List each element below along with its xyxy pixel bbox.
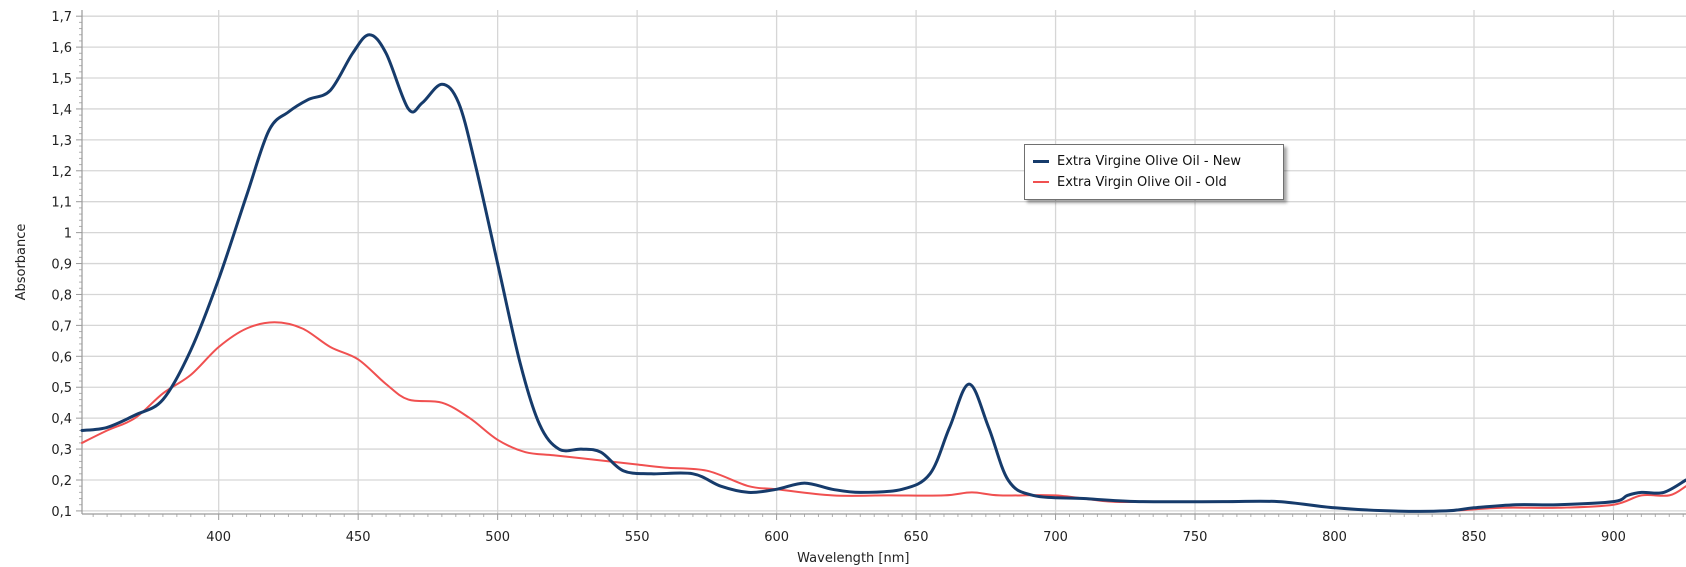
y-tick-label: 1,6 — [51, 41, 72, 56]
series-line-new — [80, 33, 1686, 513]
y-tick-label: 0,4 — [51, 412, 72, 427]
y-tick-label: 1,5 — [51, 72, 72, 87]
x-tick-label: 550 — [625, 530, 650, 545]
y-tick-label: 0,7 — [51, 319, 72, 334]
y-tick-label: 1 — [64, 227, 72, 242]
x-tick-label: 850 — [1462, 530, 1487, 545]
x-tick-label: 800 — [1322, 530, 1347, 545]
x-tick-labels: 400 450 500 550 600 650 700 750 800 850 900 — [206, 530, 1626, 545]
y-axis-title: Absorbance — [14, 224, 29, 301]
y-tick-label: 0,6 — [51, 350, 72, 365]
x-tick-label: 650 — [904, 530, 929, 545]
legend-item-new: Extra Virgine Olive Oil - New — [1033, 151, 1241, 171]
series-lines — [80, 33, 1686, 513]
y-tick-label: 1,7 — [51, 10, 72, 25]
y-tick-label: 0,9 — [51, 258, 72, 273]
x-tick-label: 600 — [764, 530, 789, 545]
y-tick-label: 1,1 — [51, 196, 72, 211]
series-line-old — [81, 321, 1686, 513]
y-tick-label: 0,8 — [51, 288, 72, 303]
y-tick-label: 1,3 — [51, 134, 72, 149]
grid-lines — [82, 10, 1686, 514]
legend-label-old: Extra Virgin Olive Oil - Old — [1057, 174, 1227, 190]
x-tick-label: 900 — [1601, 530, 1626, 545]
legend-label-new: Extra Virgine Olive Oil - New — [1057, 153, 1242, 169]
x-tick-label: 400 — [206, 530, 231, 545]
y-tick-label: 0,1 — [51, 505, 72, 520]
y-tick-label: 0,5 — [51, 381, 72, 396]
legend: Extra Virgine Olive Oil - New Extra Virg… — [1024, 144, 1284, 200]
y-tick-label: 1,4 — [51, 103, 72, 118]
x-axis-title: Wavelength [nm] — [797, 551, 909, 566]
x-tick-label: 500 — [485, 530, 510, 545]
x-tick-label: 450 — [346, 530, 371, 545]
y-tick-label: 1,2 — [51, 165, 72, 180]
legend-swatch-old — [1033, 181, 1049, 183]
legend-item-old: Extra Virgin Olive Oil - Old — [1033, 172, 1227, 192]
legend-swatch-new — [1033, 159, 1049, 163]
y-tick-labels: 0,1 0,2 0,3 0,4 0,5 0,6 0,7 0,8 0,9 1 1,1 1,2 1,3 1,4… — [51, 10, 72, 520]
x-tick-label: 700 — [1043, 530, 1068, 545]
x-tick-label: 750 — [1183, 530, 1208, 545]
y-tick-label: 0,2 — [51, 474, 72, 489]
axes — [76, 10, 1686, 520]
y-tick-label: 0,3 — [51, 443, 72, 458]
